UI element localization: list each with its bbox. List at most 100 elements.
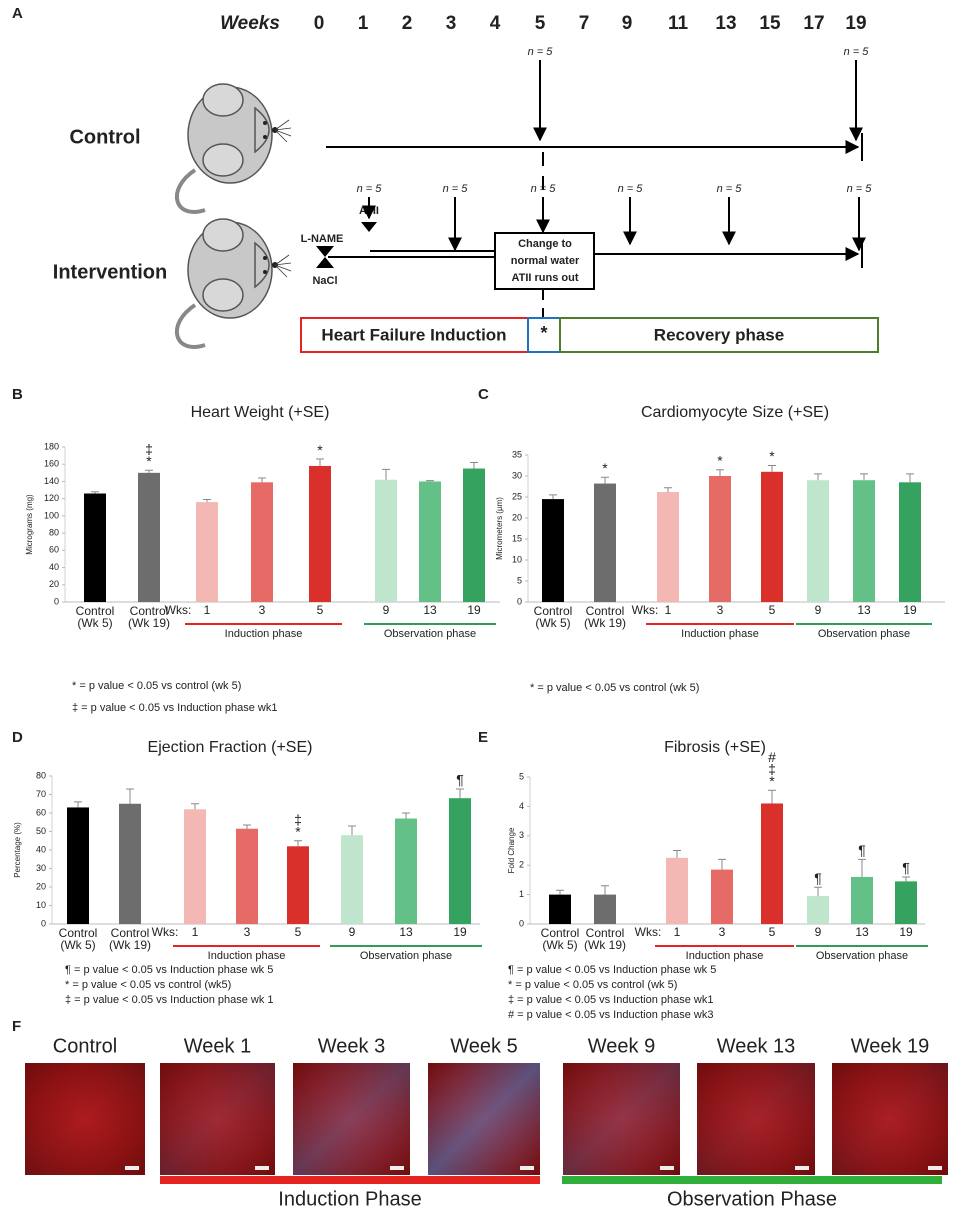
y-tick-label: 25	[512, 491, 522, 501]
y-tick-label: 180	[44, 441, 59, 451]
error-bar	[860, 473, 868, 481]
sample-size: n = 5	[847, 183, 873, 195]
week-label: 5	[535, 13, 546, 34]
x-tick-label-box: Control (Wk 5)	[533, 605, 573, 630]
timeline-shapes	[326, 133, 863, 318]
group-label: Observation phase	[816, 950, 908, 962]
sample-size: n = 5	[528, 46, 554, 58]
error-bar	[456, 788, 464, 799]
y-tick-label: 2	[519, 860, 524, 870]
bar	[594, 483, 616, 602]
fibrosis-overlay	[25, 1063, 145, 1175]
y-tick-label: 5	[517, 575, 522, 585]
error-bar	[402, 812, 410, 819]
error-bar	[601, 885, 609, 895]
panel-label: F	[12, 1018, 21, 1035]
x-tick-label: 5	[295, 925, 302, 939]
y-tick-label: 10	[36, 900, 46, 910]
fibrosis-overlay	[832, 1063, 948, 1175]
significance-marker: #	[768, 749, 776, 765]
weeks-label: Weeks	[220, 13, 280, 34]
lname-nacl-marker	[316, 246, 334, 268]
image-label: Week 5	[450, 1035, 517, 1057]
x-tick-label-box: Control (Wk 5)	[540, 927, 580, 952]
x-tick-label: 5	[769, 925, 776, 939]
phase-label: Induction Phase	[278, 1188, 421, 1210]
fibrosis-overlay	[697, 1063, 815, 1175]
error-bar	[716, 469, 724, 476]
x-tick-label: Control (Wk 19)	[584, 927, 626, 952]
error-bar	[814, 886, 822, 897]
y-tick-label: 60	[49, 545, 59, 555]
week-label: 9	[622, 13, 633, 34]
panel-label: E	[478, 729, 488, 746]
significance-marker: ¶	[858, 842, 866, 858]
x-tick-label: Control (Wk 5)	[75, 605, 115, 630]
significance-marker: ‡	[145, 441, 153, 457]
error-bar	[902, 876, 910, 882]
box-text: ATII runs out	[511, 272, 578, 284]
significance-marker: *	[717, 452, 723, 468]
footnote: # = p value < 0.05 vs Induction phase wk…	[508, 1009, 713, 1021]
significance-marker: *	[146, 453, 152, 469]
sample-size: n = 5	[531, 183, 557, 195]
week-label: 7	[579, 13, 590, 34]
y-tick-label: 60	[36, 807, 46, 817]
significance-marker: *	[769, 448, 775, 464]
error-bar	[664, 487, 672, 492]
box-text: normal water	[511, 255, 580, 267]
x-tick-label: Control (Wk 5)	[540, 927, 580, 952]
x-tick-label: 19	[903, 603, 917, 617]
bar	[196, 502, 218, 602]
footnote: * = p value < 0.05 vs control (wk 5)	[72, 680, 241, 692]
error-bar	[858, 858, 866, 877]
chart-title: Cardiomyocyte Size (+SE)	[641, 404, 829, 421]
y-tick-label: 120	[44, 493, 59, 503]
significance-marker: *	[769, 773, 775, 789]
significance-marker: *	[317, 442, 323, 458]
error-bar	[316, 458, 324, 466]
error-bar	[348, 825, 356, 836]
bar	[542, 499, 564, 602]
x-tick-label: Control (Wk 5)	[533, 605, 573, 630]
bar	[287, 846, 309, 924]
significance-marker: ¶	[814, 870, 822, 886]
error-bar	[145, 469, 153, 473]
x-tick-label-box: Control (Wk 19)	[584, 927, 626, 952]
mouse-icon	[174, 218, 292, 349]
treatment-label: L-NAME	[301, 233, 344, 245]
y-tick-label: 40	[49, 562, 59, 572]
fibrosis-overlay	[563, 1063, 680, 1175]
week-label: 4	[490, 13, 501, 34]
panel-label: D	[12, 729, 23, 746]
y-tick-label: 140	[44, 476, 59, 486]
x-prefix: Wks:	[152, 925, 179, 939]
sample-size: n = 5	[618, 183, 644, 195]
x-tick-label: 1	[665, 603, 672, 617]
footnote: ‡ = p value < 0.05 vs Induction phase wk…	[508, 994, 713, 1006]
bar	[853, 480, 875, 602]
footnote: * = p value < 0.05 vs control (wk5)	[65, 979, 231, 991]
panel-label: B	[12, 386, 23, 403]
phase-label: Observation Phase	[667, 1188, 837, 1210]
y-tick-label: 50	[36, 826, 46, 836]
phase-label: Heart Failure Induction	[321, 325, 506, 344]
bar	[449, 798, 471, 924]
bar	[463, 468, 485, 602]
significance-marker: ¶	[902, 860, 910, 876]
bar	[709, 476, 731, 602]
error-bar	[74, 801, 82, 808]
x-tick-label: 19	[453, 925, 467, 939]
bar	[807, 480, 829, 602]
bar	[666, 857, 688, 924]
y-tick-label: 20	[36, 881, 46, 891]
week-label: 13	[715, 13, 736, 34]
error-bar	[549, 494, 557, 500]
significance-marker: *	[295, 823, 301, 839]
bar	[657, 491, 679, 602]
scale-bar	[660, 1166, 674, 1170]
significance-marker: ‡	[768, 761, 776, 777]
y-tick-label: 15	[512, 533, 522, 543]
group-label: Induction phase	[225, 628, 303, 640]
